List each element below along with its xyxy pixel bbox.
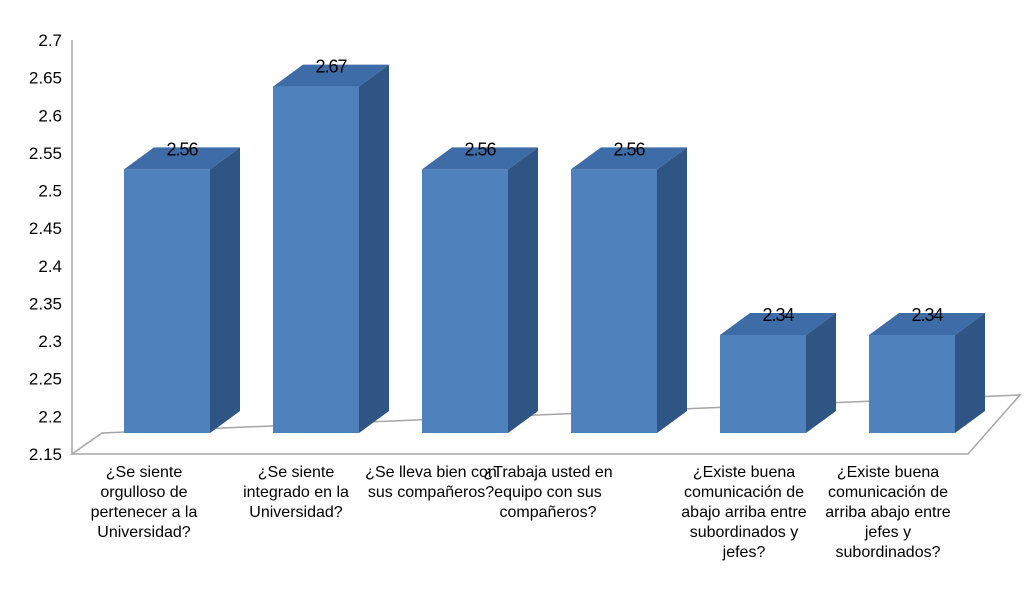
bar-side: [806, 312, 836, 433]
bar-side: [359, 64, 389, 433]
bar-top: [571, 147, 687, 170]
bar-top: [869, 312, 985, 335]
y-tick-label: 2.3: [38, 332, 62, 351]
bar-value-label: 2.56: [464, 139, 496, 159]
bar-top: [422, 147, 538, 170]
bar-side: [508, 147, 538, 433]
bar-side: [657, 147, 687, 433]
bar-front: [273, 86, 359, 433]
x-category-label: ¿Se siente orgulloso de pertenecer a la …: [90, 464, 198, 541]
y-tick-label: 2.45: [29, 219, 62, 238]
y-tick-label: 2.6: [38, 106, 62, 125]
bar-side: [210, 147, 240, 433]
x-category-label: ¿Trabaja usted en equipo con sus compañe…: [483, 464, 613, 521]
bar-value-label: 2.56: [166, 139, 198, 159]
bar: [571, 147, 687, 433]
bar-value-label: 2.56: [613, 139, 645, 159]
bar: [869, 312, 985, 433]
x-category-label: ¿Se lleva bien con sus compañeros?: [365, 464, 497, 501]
x-category-label: ¿Existe buena comunicación de arriba aba…: [825, 464, 951, 561]
bar-front: [422, 169, 508, 433]
bar-front: [571, 169, 657, 433]
y-tick-label: 2.65: [29, 69, 62, 88]
bar-front: [869, 334, 955, 433]
bar-value-label: 2.34: [762, 305, 794, 325]
y-tick-label: 2.2: [38, 407, 62, 426]
bar-top: [720, 312, 836, 335]
x-category-label: ¿Se siente integrado en la Universidad?: [243, 464, 349, 521]
y-tick-label: 2.25: [29, 370, 62, 389]
bar-value-label: 2.34: [911, 305, 943, 325]
bar-top: [124, 147, 240, 170]
bar: [720, 312, 836, 433]
bar: [273, 64, 389, 433]
x-category-label: ¿Existe buena comunicación de abajo arri…: [681, 464, 807, 561]
y-tick-label: 2.5: [38, 182, 62, 201]
bar-top: [273, 64, 389, 87]
bar: [422, 147, 538, 433]
y-tick-label: 2.4: [38, 257, 62, 276]
bar-side: [955, 312, 985, 433]
chart-floor: [69, 394, 1022, 455]
bar-value-label: 2.67: [315, 57, 347, 77]
y-tick-label: 2.35: [29, 294, 62, 313]
bar: [124, 147, 240, 433]
bar-front: [720, 334, 806, 433]
bar-front: [124, 169, 210, 433]
y-tick-label: 2.55: [29, 144, 62, 163]
y-tick-label: 2.15: [29, 445, 62, 464]
y-tick-label: 2.7: [38, 31, 62, 50]
